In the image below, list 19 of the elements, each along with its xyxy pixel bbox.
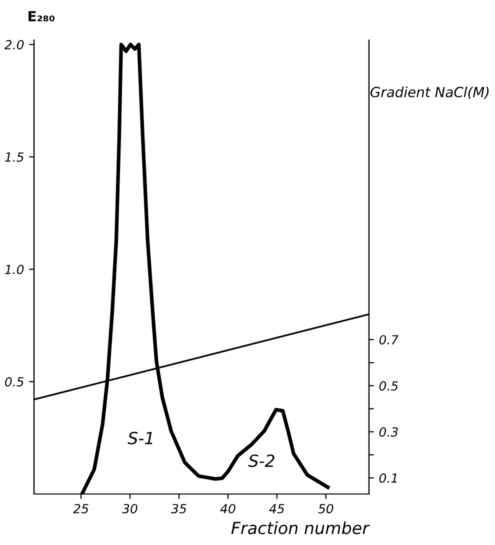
x-tick-label: 40 [220, 504, 236, 514]
x-tick-label: 35 [171, 504, 186, 514]
annotation: S-1 [128, 432, 152, 444]
y2-axis-title: Gradient NaCl(M) [370, 86, 489, 99]
annotation: S-2 [248, 454, 274, 468]
y-axis-title: E₂₈₀ [28, 11, 54, 22]
y-tick-label: 1.0 [5, 264, 24, 274]
y-tick-label: 0.5 [5, 377, 24, 387]
y-tick-label: 1.5 [5, 152, 24, 162]
x-tick-label: 30 [122, 504, 138, 514]
y2-tick-label: 0.5 [379, 381, 398, 391]
x-tick-label: 50 [318, 504, 334, 514]
y-tick-label: 2.0 [4, 40, 24, 50]
x-axis-title: Fraction number [231, 521, 370, 534]
y2-tick-label: 0.1 [379, 473, 397, 483]
y2-tick-label: 0.3 [379, 427, 398, 437]
x-tick-label: 45 [269, 504, 284, 514]
x-tick-label: 25 [73, 504, 88, 514]
y2-tick-label: 0.7 [379, 335, 398, 345]
